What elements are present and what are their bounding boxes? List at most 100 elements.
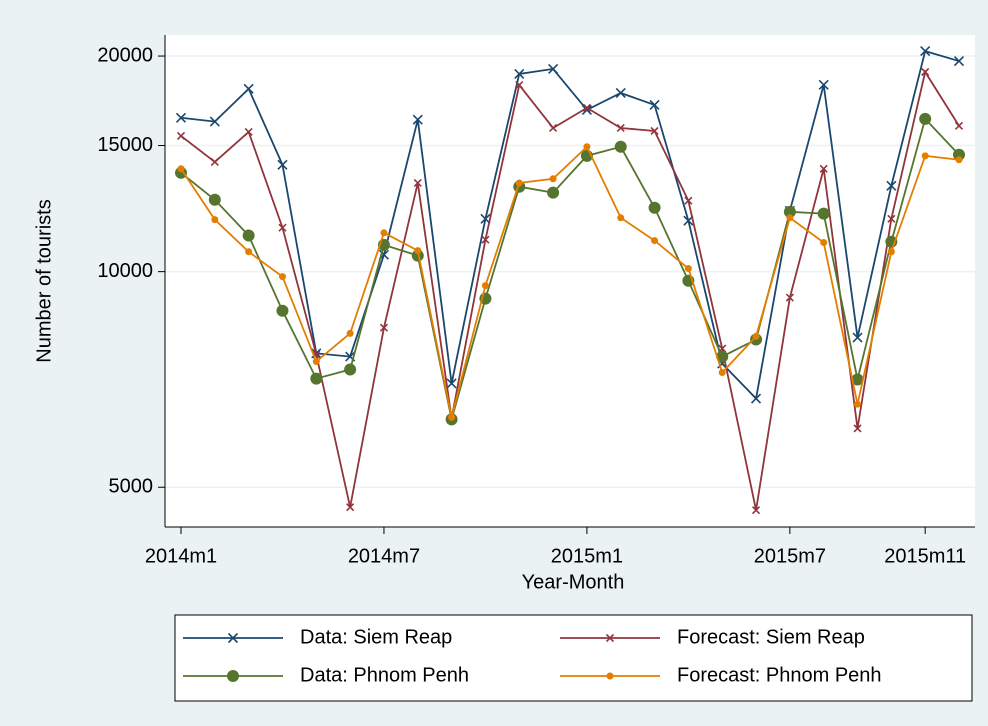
x-tick-label: 2015m1 [551,545,623,567]
point [346,329,354,337]
point [244,127,253,136]
legend-label: Data: Siem Reap [300,626,452,648]
point [481,235,490,244]
x-tick-label: 2014m7 [348,545,420,567]
point [548,63,559,74]
point [346,503,355,512]
legend-marker [227,670,239,682]
point [854,400,862,408]
point [583,143,591,151]
point [921,152,929,160]
point [955,156,963,164]
point [549,123,558,133]
point [514,68,525,80]
series-line [180,117,960,420]
point [818,79,829,90]
point [853,424,862,433]
point [448,413,456,421]
y-tick-label: 15000 [97,134,153,156]
point [446,378,457,389]
point [716,350,729,363]
point [887,214,896,223]
point [176,131,186,140]
point [547,186,560,199]
point [783,205,796,218]
point [616,123,625,133]
y-tick-label: 5000 [109,476,154,498]
point [379,323,389,332]
point [243,83,254,94]
x-tick-label: 2015m7 [754,545,826,567]
point [887,248,895,256]
legend-marker [606,672,614,680]
y-tick-label: 20000 [97,44,153,66]
point [276,304,289,317]
point [851,373,864,386]
point [312,358,320,366]
point [515,179,523,187]
point [886,180,897,191]
point [414,247,422,255]
point [921,67,930,77]
point [310,372,323,385]
point [614,140,627,153]
point [515,80,524,90]
point [953,55,965,67]
point [380,229,388,237]
point [615,87,626,99]
point [344,363,357,376]
point [242,229,255,242]
point [549,175,557,183]
legend-label: Data: Phnom Penh [300,664,469,686]
plot-area [165,35,975,527]
point [208,193,221,206]
series-line [180,145,960,418]
point [852,332,863,343]
x-axis-title: Year-Month [522,571,625,593]
point [919,112,932,125]
point [245,248,253,256]
y-axis-title: Number of tourists [33,199,55,362]
point [718,369,726,377]
point [617,214,625,222]
x-tick-label: 2014m1 [145,545,217,567]
legend-label: Forecast: Phnom Penh [677,664,882,686]
point [648,201,661,214]
point [649,99,660,111]
point [819,164,828,173]
point [413,178,422,188]
legend-marker [227,632,239,644]
point [953,148,965,161]
point [412,114,423,125]
point [278,223,287,232]
legend-marker [605,633,615,643]
point [481,282,489,290]
point [817,207,830,220]
y-tick-label: 10000 [97,260,153,282]
point [581,104,592,115]
x-tick-label: 2015m11 [884,545,966,567]
point [177,165,185,173]
point [211,216,219,224]
legend-box [174,614,973,702]
point [209,116,220,127]
point [684,196,693,205]
legend-label: Forecast: Siem Reap [677,626,865,648]
point [920,46,931,57]
point [785,293,794,302]
point [277,159,288,170]
point [582,103,591,112]
point [752,332,760,340]
point [651,237,659,245]
point [954,121,964,130]
point [786,214,794,222]
series-line [180,49,960,401]
point [820,239,828,247]
point [278,273,286,281]
point [684,265,692,273]
point [750,393,762,404]
point [411,249,424,262]
point [650,126,659,136]
